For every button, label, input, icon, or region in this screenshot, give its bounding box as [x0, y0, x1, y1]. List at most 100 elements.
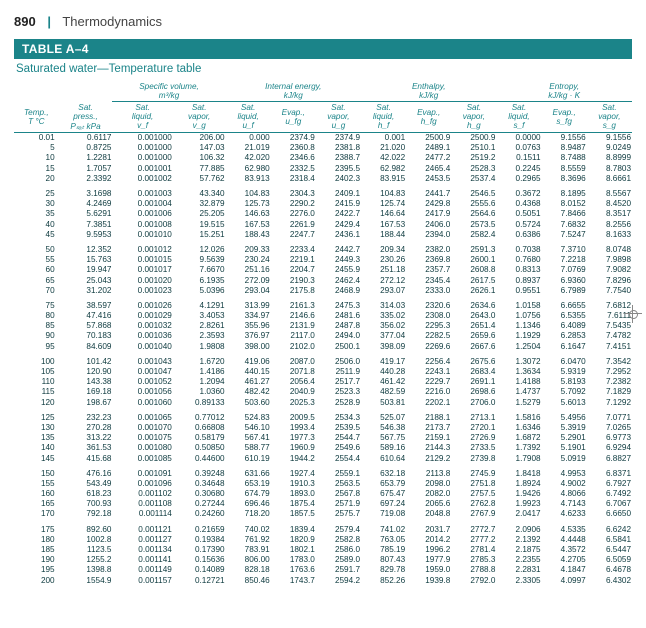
cell: 0.001023 [112, 285, 172, 295]
cell: 0.1511 [496, 153, 541, 163]
cell: 0.001010 [112, 229, 172, 239]
cell: 21.019 [226, 143, 271, 153]
cell: 2785.3 [451, 555, 496, 565]
cell: 5.7092 [542, 387, 587, 397]
cell: 167.53 [361, 219, 406, 229]
cell: 2216.0 [406, 387, 451, 397]
cell: 19.947 [59, 265, 113, 275]
cell: 2.3392 [59, 173, 113, 183]
col-ug: Sat.vapor,u_g [316, 102, 361, 132]
cell: 0.001096 [112, 478, 172, 488]
cell: 4.2469 [59, 199, 113, 209]
cell: 0.001047 [112, 366, 172, 376]
cell: 0.001141 [112, 555, 172, 565]
cell: 6.6650 [587, 509, 632, 519]
col-sf: Sat.liquid,s_f [496, 102, 541, 132]
cell: 2382.0 [406, 244, 451, 254]
cell: 2429.4 [316, 219, 361, 229]
cell: 0.001003 [112, 188, 172, 198]
cell: 2489.1 [406, 143, 451, 153]
cell: 188.44 [361, 229, 406, 239]
cell: 4.1291 [173, 300, 226, 310]
cell: 120 [14, 397, 59, 407]
cell: 4.8066 [542, 489, 587, 499]
cell: 2.3305 [496, 575, 541, 585]
cell: 852.26 [361, 575, 406, 585]
cell: 206.00 [173, 132, 226, 143]
cell: 9.5953 [59, 229, 113, 239]
cell: 83.915 [361, 173, 406, 183]
cell: 0.001060 [112, 397, 172, 407]
cell: 101.42 [59, 356, 113, 366]
cell: 2788.8 [451, 565, 496, 575]
cell: 334.97 [226, 311, 271, 321]
cell: 2219.1 [271, 255, 316, 265]
cell: 0.66808 [173, 422, 226, 432]
cell: 2048.8 [406, 509, 451, 519]
cell: 2487.8 [316, 321, 361, 331]
cell: 0.17390 [173, 544, 226, 554]
cell: 5.3919 [542, 422, 587, 432]
cell: 0.001121 [112, 524, 172, 534]
cell: 2173.7 [406, 422, 451, 432]
cell: 1959.0 [406, 565, 451, 575]
cell: 5.1901 [542, 443, 587, 453]
cell: 5.6013 [542, 397, 587, 407]
chapter-title: Thermodynamics [62, 14, 162, 29]
cell: 167.53 [226, 219, 271, 229]
cell: 2500.9 [451, 132, 496, 143]
cell: 57.762 [173, 173, 226, 183]
cell: 785.19 [361, 544, 406, 554]
cell: 147.03 [173, 143, 226, 153]
table-row: 115169.180.0010561.0360482.422040.92523.… [14, 387, 632, 397]
cell: 503.81 [361, 397, 406, 407]
cell: 2667.6 [451, 341, 496, 351]
cell: 1.3634 [496, 366, 541, 376]
cell: 4.6233 [542, 509, 587, 519]
cell: 25 [14, 188, 59, 198]
cell: 2202.1 [406, 397, 451, 407]
cell: 70 [14, 285, 59, 295]
cell: 0.8937 [496, 275, 541, 285]
cell: 188.43 [226, 229, 271, 239]
table-row: 304.24690.00100432.879125.732290.22415.9… [14, 199, 632, 209]
cell: 8.5559 [542, 163, 587, 173]
cell: 7.4151 [587, 341, 632, 351]
cell: 2739.8 [451, 453, 496, 463]
table-row: 1801002.80.0011270.19384761.921820.92582… [14, 534, 632, 544]
cell: 2014.2 [406, 534, 451, 544]
cell: 4.5335 [542, 524, 587, 534]
cell: 6.7927 [587, 478, 632, 488]
cell: 2751.8 [451, 478, 496, 488]
cell: 2333.0 [406, 285, 451, 295]
cell: 6.8371 [587, 468, 632, 478]
cell: 6.9360 [542, 275, 587, 285]
cell: 2767.9 [451, 509, 496, 519]
cell: 9.1556 [542, 132, 587, 143]
cell: 1.2504 [496, 341, 541, 351]
cell: 2031.7 [406, 524, 451, 534]
cell: 1.9426 [496, 489, 541, 499]
cell: 1743.7 [271, 575, 316, 585]
col-hg: Sat.vapor,h_g [451, 102, 496, 132]
cell: 2534.3 [316, 412, 361, 422]
cell: 0.3672 [496, 188, 541, 198]
cell: 0.01 [14, 132, 59, 143]
cell: 6.5447 [587, 544, 632, 554]
cell: 2146.6 [271, 311, 316, 321]
table-row: 5012.3520.00101212.026209.332233.42442.7… [14, 244, 632, 254]
cell: 1.1346 [496, 321, 541, 331]
cell: 85 [14, 321, 59, 331]
cell: 5.9319 [542, 366, 587, 376]
cell: 2009.5 [271, 412, 316, 422]
cell: 1.7057 [59, 163, 113, 173]
cell: 146.64 [361, 209, 406, 219]
cell: 5.6291 [59, 209, 113, 219]
cell: 2510.1 [451, 143, 496, 153]
cell: 2567.8 [316, 489, 361, 499]
cell: 270.28 [59, 422, 113, 432]
cell: 150 [14, 468, 59, 478]
cell: 125.74 [361, 199, 406, 209]
cell: 8.2556 [587, 219, 632, 229]
cell: 0.24260 [173, 509, 226, 519]
